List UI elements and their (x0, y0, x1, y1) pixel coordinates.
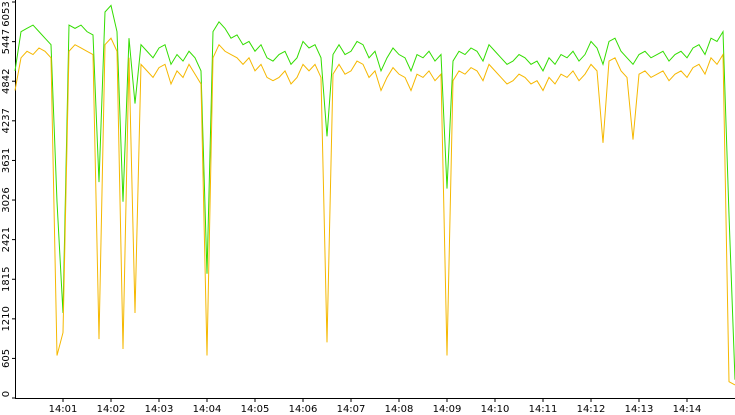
x-tick-label: 14:08 (385, 404, 414, 415)
x-tick-label: 14:12 (577, 404, 606, 415)
y-tick-label: 4842 (1, 68, 12, 93)
x-tick-label: 14:06 (289, 404, 318, 415)
x-tick-label: 14:03 (145, 404, 174, 415)
x-tick-label: 14:01 (49, 404, 78, 415)
y-tick-label: 4237 (1, 108, 12, 133)
x-tick-label: 14:10 (481, 404, 510, 415)
x-tick-label: 14:07 (337, 404, 366, 415)
x-tick-label: 14:02 (97, 404, 126, 415)
y-tick-label: 605 (1, 349, 12, 368)
x-tick-label: 14:11 (529, 404, 558, 415)
x-tick-label: 14:14 (673, 404, 702, 415)
y-tick-label: 0 (1, 391, 12, 397)
y-tick-label: 6053 (1, 1, 12, 26)
x-tick-label: 14:13 (625, 404, 654, 415)
y-tick-label: 5447 (1, 29, 12, 54)
y-tick-label: 1815 (1, 267, 12, 292)
series-line (14, 4, 735, 380)
y-tick-label: 3026 (1, 187, 12, 212)
series-line (14, 37, 735, 386)
x-tick-label: 14:09 (433, 404, 462, 415)
y-tick-label: 1210 (1, 306, 12, 331)
y-tick-label: 2421 (1, 227, 12, 252)
x-tick-label: 14:04 (193, 404, 222, 415)
x-tick-label: 14:05 (241, 404, 270, 415)
y-tick-label: 3631 (1, 148, 12, 173)
